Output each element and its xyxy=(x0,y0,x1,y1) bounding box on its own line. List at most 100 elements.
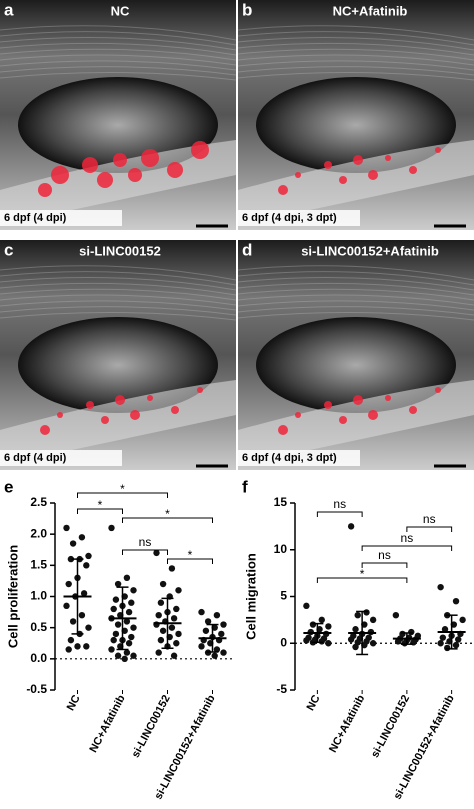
y-tick-label: 0.0 xyxy=(30,651,47,665)
data-point xyxy=(211,652,218,659)
red-cell xyxy=(435,147,441,153)
data-point xyxy=(394,638,402,645)
data-point xyxy=(202,627,210,634)
tissue-stripe xyxy=(237,37,474,51)
red-cell xyxy=(353,395,363,405)
data-point xyxy=(439,634,447,641)
red-cell xyxy=(101,416,109,424)
data-point xyxy=(157,636,165,644)
data-point xyxy=(347,523,355,530)
red-cell xyxy=(295,172,301,178)
red-cell xyxy=(40,425,50,435)
data-point xyxy=(110,605,117,613)
data-point xyxy=(444,644,451,652)
data-point xyxy=(441,626,449,633)
data-point xyxy=(198,643,205,650)
y-tick-label: 5 xyxy=(280,589,287,603)
red-cell xyxy=(97,172,113,188)
red-cell xyxy=(141,149,159,167)
data-point xyxy=(168,624,176,631)
data-point xyxy=(170,615,178,622)
data-point xyxy=(159,580,167,588)
data-point xyxy=(130,587,137,594)
yolk xyxy=(256,317,456,413)
tissue-stripe xyxy=(0,42,237,56)
panel-title: NC+Afatinib xyxy=(333,3,408,18)
data-point xyxy=(220,621,227,628)
data-point xyxy=(69,618,77,625)
data-point xyxy=(114,580,122,588)
data-point xyxy=(204,618,212,625)
image-panel xyxy=(237,0,474,230)
x-tick-label: si-LINC00152 xyxy=(369,693,412,760)
significance-label: * xyxy=(165,507,170,521)
data-point xyxy=(168,565,176,572)
red-cell xyxy=(278,185,288,195)
tissue-stripe xyxy=(0,48,237,61)
red-cell xyxy=(385,395,391,401)
red-cell xyxy=(368,410,378,420)
red-cell xyxy=(409,166,417,174)
data-point xyxy=(159,627,167,634)
red-cell xyxy=(339,416,347,424)
data-point xyxy=(80,590,88,597)
significance-bracket xyxy=(77,492,168,498)
x-tick-label: NC+Afatinib xyxy=(327,693,367,755)
data-point xyxy=(455,636,462,643)
significance-label: ns xyxy=(401,531,414,545)
red-cell xyxy=(115,395,125,405)
panel-letter: b xyxy=(242,0,252,19)
red-cell xyxy=(339,176,347,184)
tissue-stripe xyxy=(0,306,237,316)
data-point xyxy=(63,524,70,532)
tissue-stripe xyxy=(0,25,237,41)
data-point xyxy=(354,612,361,619)
tissue-stripe xyxy=(0,311,237,321)
red-cell xyxy=(51,166,69,184)
red-cell xyxy=(86,401,94,409)
tissue-stripe xyxy=(0,265,237,281)
data-point xyxy=(123,574,131,581)
y-tick-label: 10 xyxy=(274,542,288,556)
significance-label: * xyxy=(360,567,365,581)
image-panel xyxy=(0,0,237,230)
image-panel xyxy=(237,240,474,470)
significance-label: * xyxy=(98,498,103,512)
tissue-band xyxy=(238,140,474,225)
red-cell xyxy=(57,412,63,418)
data-point xyxy=(303,637,310,644)
red-cell xyxy=(353,155,363,165)
data-point xyxy=(213,646,221,653)
tissue-stripe xyxy=(0,54,237,66)
data-point xyxy=(85,552,92,560)
tissue-stripe xyxy=(0,71,237,81)
significance-label: ns xyxy=(333,497,346,511)
data-point xyxy=(392,612,400,619)
yolk xyxy=(18,77,218,173)
y-tick-label: 0 xyxy=(280,635,287,649)
caption-bg xyxy=(0,210,122,226)
red-cell xyxy=(82,157,98,173)
panel-letter: f xyxy=(242,477,248,496)
red-cell xyxy=(278,425,288,435)
yolk xyxy=(18,317,218,413)
red-cell xyxy=(191,141,209,159)
y-tick-label: 0.5 xyxy=(30,620,47,634)
significance-label: * xyxy=(188,548,193,562)
red-cell xyxy=(113,153,127,167)
data-point xyxy=(218,630,225,638)
tissue-stripe xyxy=(237,282,474,296)
y-axis-title: Cell migration xyxy=(243,553,258,640)
data-point xyxy=(352,643,359,651)
data-point xyxy=(114,652,122,659)
significance-bracket xyxy=(122,517,213,523)
panel-caption: 6 dpf (4 dpi) xyxy=(4,452,67,464)
tissue-stripe xyxy=(237,60,474,71)
tissue-stripe xyxy=(0,288,237,301)
tissue-stripe xyxy=(0,282,237,296)
data-point xyxy=(173,640,180,647)
data-point xyxy=(83,562,90,569)
data-point xyxy=(325,623,332,630)
y-tick-label: 15 xyxy=(274,495,288,509)
